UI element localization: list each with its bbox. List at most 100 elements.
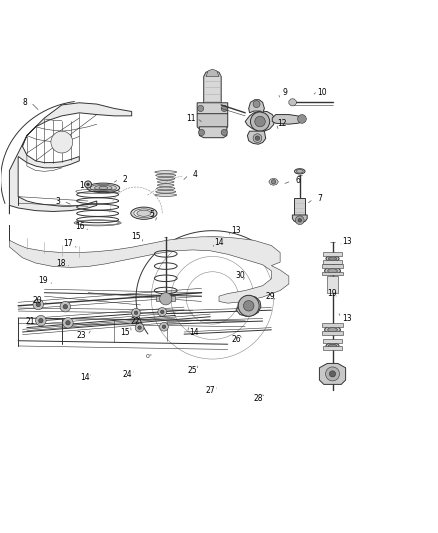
Text: 24: 24	[123, 370, 132, 379]
Polygon shape	[249, 100, 265, 113]
Text: 9: 9	[282, 88, 287, 97]
Circle shape	[272, 180, 276, 184]
Circle shape	[63, 318, 73, 328]
Ellipse shape	[328, 269, 337, 273]
Circle shape	[198, 106, 204, 111]
Circle shape	[255, 116, 265, 127]
Text: 19: 19	[327, 289, 336, 298]
Circle shape	[85, 181, 92, 188]
Ellipse shape	[87, 183, 120, 193]
Text: 29: 29	[266, 292, 276, 301]
Circle shape	[138, 326, 141, 329]
Bar	[323, 260, 342, 264]
Text: 11: 11	[186, 114, 195, 123]
Text: 10: 10	[317, 88, 326, 97]
Circle shape	[158, 308, 166, 316]
Circle shape	[253, 101, 260, 108]
Text: 15: 15	[120, 328, 130, 337]
Text: 6: 6	[295, 176, 300, 185]
Bar	[321, 323, 343, 327]
Circle shape	[33, 299, 43, 310]
Polygon shape	[319, 364, 346, 384]
Bar	[327, 276, 338, 293]
Text: 14: 14	[189, 328, 198, 337]
Circle shape	[87, 183, 89, 185]
Circle shape	[132, 309, 141, 317]
Circle shape	[60, 302, 71, 312]
Ellipse shape	[326, 256, 339, 262]
Text: 26: 26	[232, 335, 241, 344]
Circle shape	[159, 293, 172, 305]
Polygon shape	[294, 198, 305, 215]
Ellipse shape	[294, 169, 305, 174]
Text: 27: 27	[205, 386, 215, 395]
Circle shape	[63, 304, 67, 309]
Bar	[321, 264, 343, 268]
Ellipse shape	[328, 328, 337, 332]
Text: 20: 20	[33, 296, 42, 305]
Circle shape	[35, 316, 46, 326]
Ellipse shape	[134, 209, 154, 217]
Bar	[323, 346, 342, 350]
Text: 25: 25	[187, 366, 197, 375]
Polygon shape	[197, 103, 228, 117]
Polygon shape	[197, 114, 228, 130]
Text: 17: 17	[64, 239, 73, 248]
Bar	[321, 272, 343, 275]
Ellipse shape	[155, 171, 177, 173]
Ellipse shape	[328, 257, 337, 261]
Circle shape	[198, 130, 205, 135]
Polygon shape	[272, 115, 304, 124]
Text: 21: 21	[26, 317, 35, 326]
Text: 3: 3	[55, 197, 60, 206]
Polygon shape	[10, 103, 132, 214]
Text: 19: 19	[39, 276, 48, 285]
Circle shape	[134, 311, 138, 314]
Circle shape	[221, 130, 227, 135]
Text: 13: 13	[342, 313, 352, 322]
Ellipse shape	[296, 169, 303, 173]
Text: 18: 18	[56, 259, 66, 268]
Text: 1: 1	[79, 181, 84, 190]
Text: 7: 7	[317, 195, 322, 203]
Ellipse shape	[155, 174, 176, 177]
Polygon shape	[156, 296, 175, 302]
Text: 13: 13	[342, 237, 352, 246]
Circle shape	[295, 216, 304, 224]
Polygon shape	[269, 179, 279, 185]
Circle shape	[238, 295, 259, 316]
Circle shape	[255, 136, 260, 140]
Circle shape	[298, 219, 301, 222]
Polygon shape	[247, 131, 266, 144]
Ellipse shape	[326, 343, 339, 349]
Polygon shape	[292, 215, 307, 223]
Circle shape	[66, 321, 70, 325]
Ellipse shape	[157, 184, 174, 187]
Circle shape	[251, 112, 270, 131]
Circle shape	[135, 323, 144, 332]
Text: 12: 12	[278, 119, 287, 128]
Text: 16: 16	[75, 222, 85, 231]
Text: 2: 2	[123, 175, 127, 184]
Polygon shape	[206, 69, 219, 77]
Ellipse shape	[137, 210, 151, 216]
Text: 22: 22	[131, 317, 140, 326]
Circle shape	[329, 371, 336, 377]
Ellipse shape	[95, 185, 112, 190]
Ellipse shape	[99, 186, 108, 190]
Circle shape	[162, 325, 166, 328]
Circle shape	[159, 322, 168, 331]
Ellipse shape	[155, 193, 177, 196]
Ellipse shape	[325, 267, 340, 275]
Circle shape	[36, 302, 40, 306]
Text: 8: 8	[22, 98, 27, 107]
Ellipse shape	[328, 344, 337, 348]
Circle shape	[297, 115, 306, 123]
Text: 4: 4	[193, 171, 198, 179]
Text: 0°: 0°	[146, 353, 152, 359]
Ellipse shape	[131, 207, 157, 220]
Polygon shape	[245, 111, 275, 131]
Circle shape	[160, 310, 164, 313]
Polygon shape	[289, 99, 296, 106]
Bar	[323, 338, 342, 343]
